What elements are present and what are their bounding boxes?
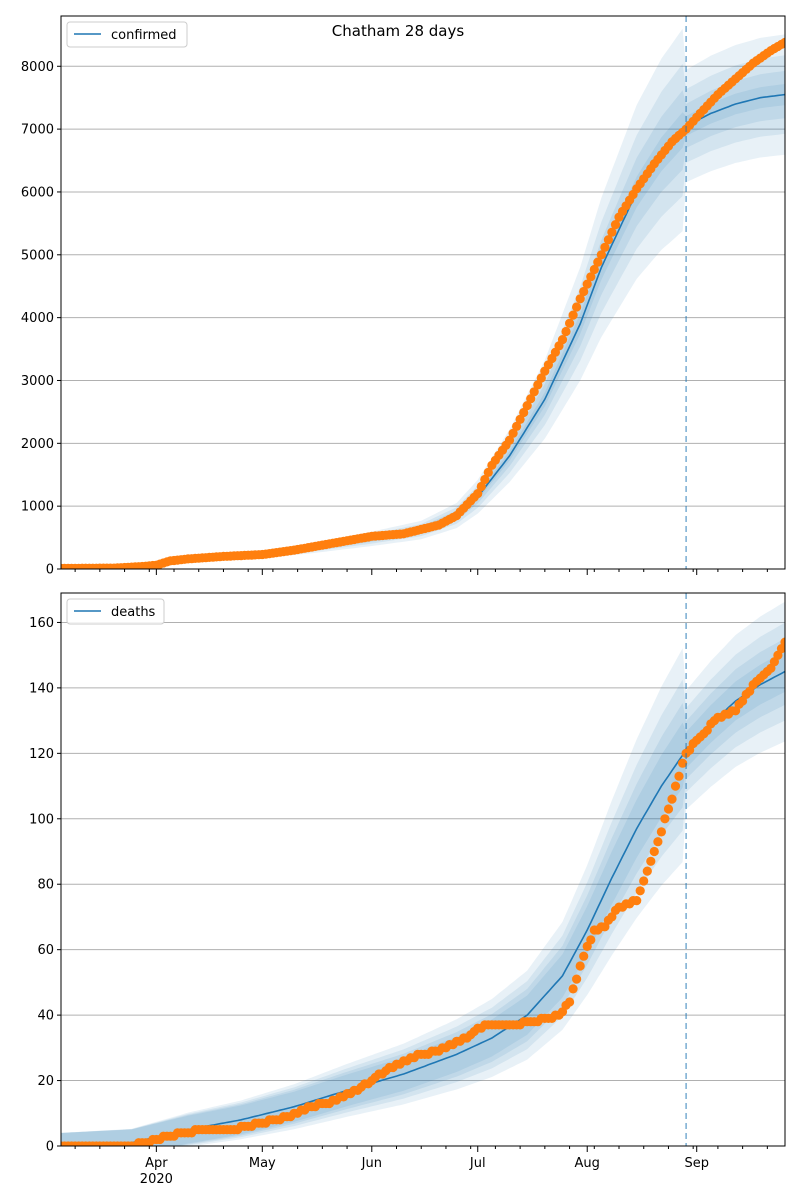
ytick-label-5000: 5000 [21, 248, 54, 263]
observed-point-2020-08-02 [586, 272, 596, 282]
observed-point-2020-08-15 [632, 896, 642, 906]
observed-point-2020-08-19 [646, 856, 656, 866]
uncertainty-band-1 [61, 601, 785, 1146]
observed-point-2020-07-27 [565, 318, 575, 328]
observed-point-2020-08-06 [600, 242, 610, 252]
observed-point-2020-08-24 [663, 804, 674, 814]
legend-box [66, 598, 165, 625]
observed-point-2020-07-13 [515, 414, 525, 424]
observed-point-2020-08-25 [667, 794, 677, 804]
observed-point-2020-08-21 [653, 837, 663, 847]
observed-point-2020-08-26 [670, 781, 681, 791]
ytick-label-160: 160 [29, 616, 54, 631]
observed-point-2020-08-28 [678, 758, 688, 768]
confirmed-panel: 0 1000 2000 3000 4000 5000 6000 7000 8000 confirm… [21, 15, 786, 578]
legend-box [66, 21, 188, 48]
ytick-label-0: 0 [46, 1140, 54, 1155]
xtick-label-sep: Sep [684, 1156, 709, 1171]
observed-point-2020-07-30 [575, 961, 585, 971]
ytick-label-3000: 3000 [21, 374, 54, 389]
ytick-label-40: 40 [37, 1009, 54, 1024]
observed-point-2020-07-29 [572, 302, 582, 312]
observed-point-2020-08-09 [610, 220, 621, 230]
axes-frame [60, 15, 786, 570]
observed-point-2020-08-01 [582, 279, 592, 289]
ytick-label-140: 140 [29, 681, 54, 696]
observed-point-2020-08-08 [607, 227, 617, 237]
observed-point-2020-09-26 [780, 37, 785, 47]
uncertainty-band-2 [61, 55, 785, 569]
observed-point-2020-07-02 [476, 481, 486, 492]
observed-point-2020-07-27 [565, 997, 575, 1007]
ytick-label-7000: 7000 [21, 123, 54, 138]
xtick-sublabel-year: 2020 [140, 1172, 173, 1187]
observed-point-2020-08-22 [656, 827, 667, 837]
observed-point-2020-08-04 [593, 257, 603, 267]
ytick-label-6000: 6000 [21, 185, 54, 200]
observed-point-2020-07-11 [508, 428, 518, 438]
observed-point-2020-07-14 [519, 407, 529, 418]
legend: deaths [66, 598, 165, 625]
observed-point-2020-07-28 [568, 310, 578, 320]
chart-title: Chatham 28 days [332, 22, 465, 40]
xtick-label-aug: Aug [575, 1156, 600, 1171]
xtick-label-may: May [249, 1156, 276, 1171]
observed-point-2020-08-05 [596, 250, 607, 260]
legend: confirmed [66, 21, 188, 48]
observed-point-2020-07-17 [529, 387, 539, 397]
observed-point-2020-08-07 [603, 235, 614, 245]
axes-frame [60, 592, 786, 1147]
xtick-label-jun: Jun [361, 1156, 382, 1171]
observed-point-2020-07-15 [522, 401, 532, 411]
ytick-label-1000: 1000 [21, 500, 54, 515]
uncertainty-band-3 [61, 70, 785, 569]
legend-label: confirmed [111, 28, 177, 43]
observed-point-2020-08-27 [674, 771, 684, 781]
ytick-label-80: 80 [37, 878, 54, 893]
xtick-label-jul: Jul [469, 1156, 486, 1171]
observed-point-2020-07-31 [579, 286, 589, 297]
observed-point-2020-07-01 [473, 489, 483, 499]
observed-point-2020-07-03 [480, 474, 490, 485]
uncertainty-band-2 [61, 622, 785, 1146]
observed-point-2020-08-02 [586, 935, 596, 945]
legend-label: deaths [111, 605, 156, 620]
observed-point-2020-08-18 [642, 866, 652, 876]
observed-point-2020-07-10 [504, 435, 515, 445]
observed-point-2020-07-28 [568, 984, 578, 994]
uncertainty-band-1 [61, 28, 785, 569]
ytick-label-0: 0 [46, 563, 54, 578]
observed-point-2020-07-26 [561, 326, 571, 337]
ytick-label-4000: 4000 [21, 311, 54, 326]
observed-point-2020-07-04 [483, 467, 493, 477]
observed-point-2020-07-18 [533, 380, 543, 390]
xtick-label-apr: Apr [145, 1156, 168, 1171]
observed-point-2020-08-17 [639, 876, 649, 886]
observed-point-2020-09-26 [780, 637, 785, 647]
observed-point-2020-09-25 [776, 644, 785, 654]
observed-point-2020-07-25 [557, 335, 568, 345]
observed-point-2020-08-16 [635, 886, 645, 896]
observed-point-2020-07-16 [526, 394, 536, 404]
observed-point-2020-08-03 [589, 264, 599, 275]
observed-point-2020-07-12 [511, 421, 522, 431]
observed-point-2020-08-23 [660, 814, 670, 824]
ytick-label-8000: 8000 [21, 60, 54, 75]
ytick-label-60: 60 [37, 943, 54, 958]
ytick-label-100: 100 [29, 812, 54, 827]
observed-point-2020-07-31 [579, 951, 589, 961]
observed-point-2020-07-19 [536, 373, 546, 383]
observed-point-2020-08-20 [649, 846, 659, 857]
ytick-label-120: 120 [29, 747, 54, 762]
observed-point-2020-07-29 [572, 974, 582, 984]
observed-point-2020-07-30 [575, 294, 585, 304]
ytick-label-2000: 2000 [21, 437, 54, 452]
ytick-label-20: 20 [37, 1074, 54, 1089]
